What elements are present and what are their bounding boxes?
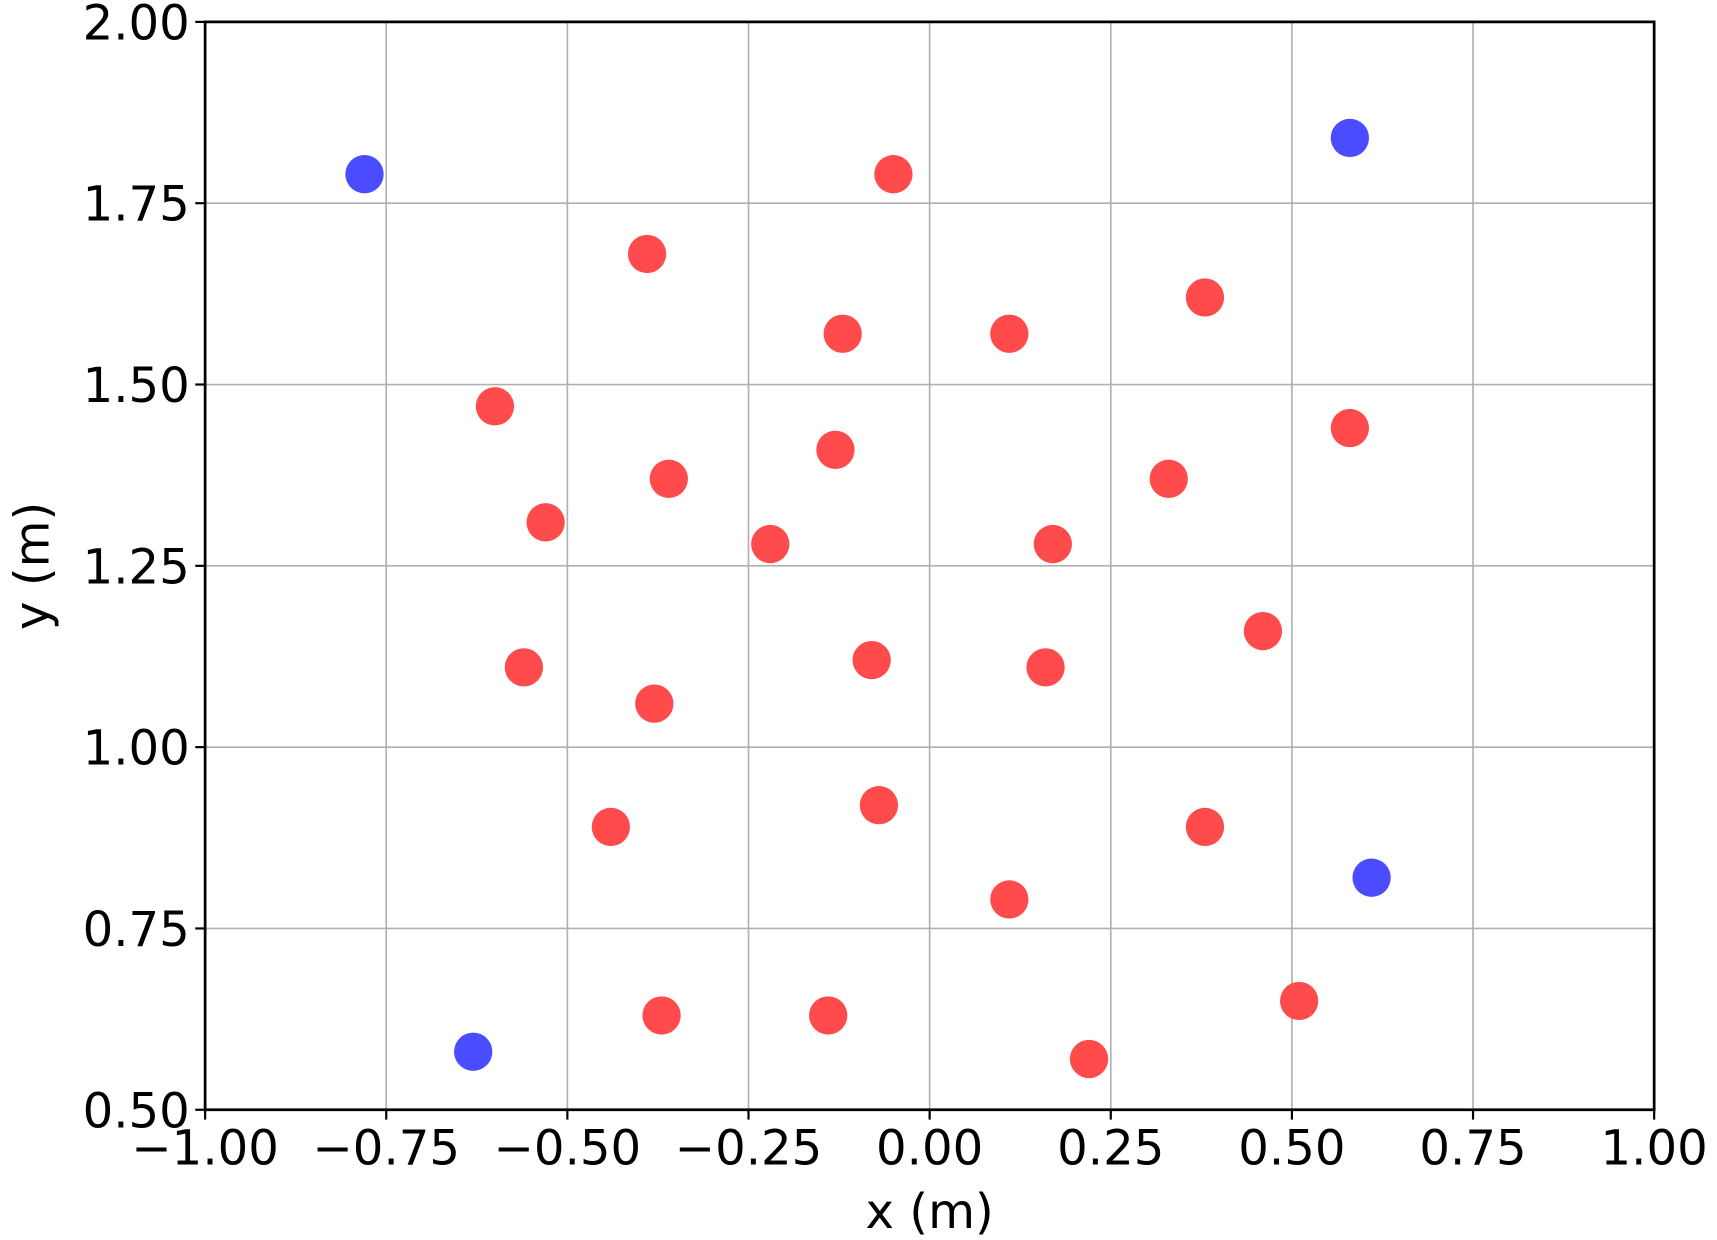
red-point [1149,459,1188,498]
grid-lines [204,21,1655,1111]
red-point [1185,807,1225,847]
red-point [1026,648,1065,687]
y-tick-label: 1.50 [83,358,190,414]
red-point [1185,278,1225,317]
blue-point [345,155,384,194]
x-tick-label: −0.75 [312,1120,460,1176]
blue-point [1330,118,1370,158]
red-point [1330,408,1370,448]
red-point [852,640,891,680]
y-tick-label: 1.75 [83,177,190,233]
red-point [475,387,515,426]
y-tick-label: 0.50 [83,1083,190,1139]
x-tick-label: −1.00 [131,1120,279,1176]
red-point [649,459,688,498]
red-point [635,684,674,723]
tick-labels: −1.00 −0.75 −0.50 −0.25 0.00 0.25 0.50 0.75 1.00… [83,0,1708,1176]
red-point [642,996,681,1035]
red-point [809,996,848,1035]
x-tick-label: 0.75 [1419,1120,1526,1176]
red-point [751,524,790,564]
y-axis-label: y (m) [5,502,61,630]
red-point [990,314,1029,353]
red-point [1033,524,1072,564]
red-point [526,503,565,542]
red-point [990,880,1029,919]
x-axis-label: x (m) [866,1184,994,1240]
red-point [1279,981,1319,1021]
red-point [874,155,913,194]
x-tick-label: 0.00 [876,1120,983,1176]
red-point [859,786,899,825]
red-point [1243,611,1283,651]
blue-point [454,1032,493,1071]
y-tick-label: 1.00 [83,721,190,777]
data-points [345,118,1391,1079]
y-tick-label: 2.00 [83,0,190,51]
y-tick-label: 0.75 [83,902,190,958]
x-tick-label: 0.25 [1057,1120,1164,1176]
x-tick-label: 1.00 [1601,1120,1708,1176]
red-point [823,314,862,353]
red-point [816,430,855,469]
red-point [1069,1039,1109,1079]
x-tick-label: −0.50 [494,1120,642,1176]
x-tick-label: 0.50 [1238,1120,1345,1176]
y-tick-label: 1.25 [83,539,190,595]
red-point [504,648,544,687]
red-point [627,234,667,274]
x-tick-label: −0.25 [675,1120,823,1176]
blue-point [1352,858,1391,897]
red-point [591,807,631,847]
